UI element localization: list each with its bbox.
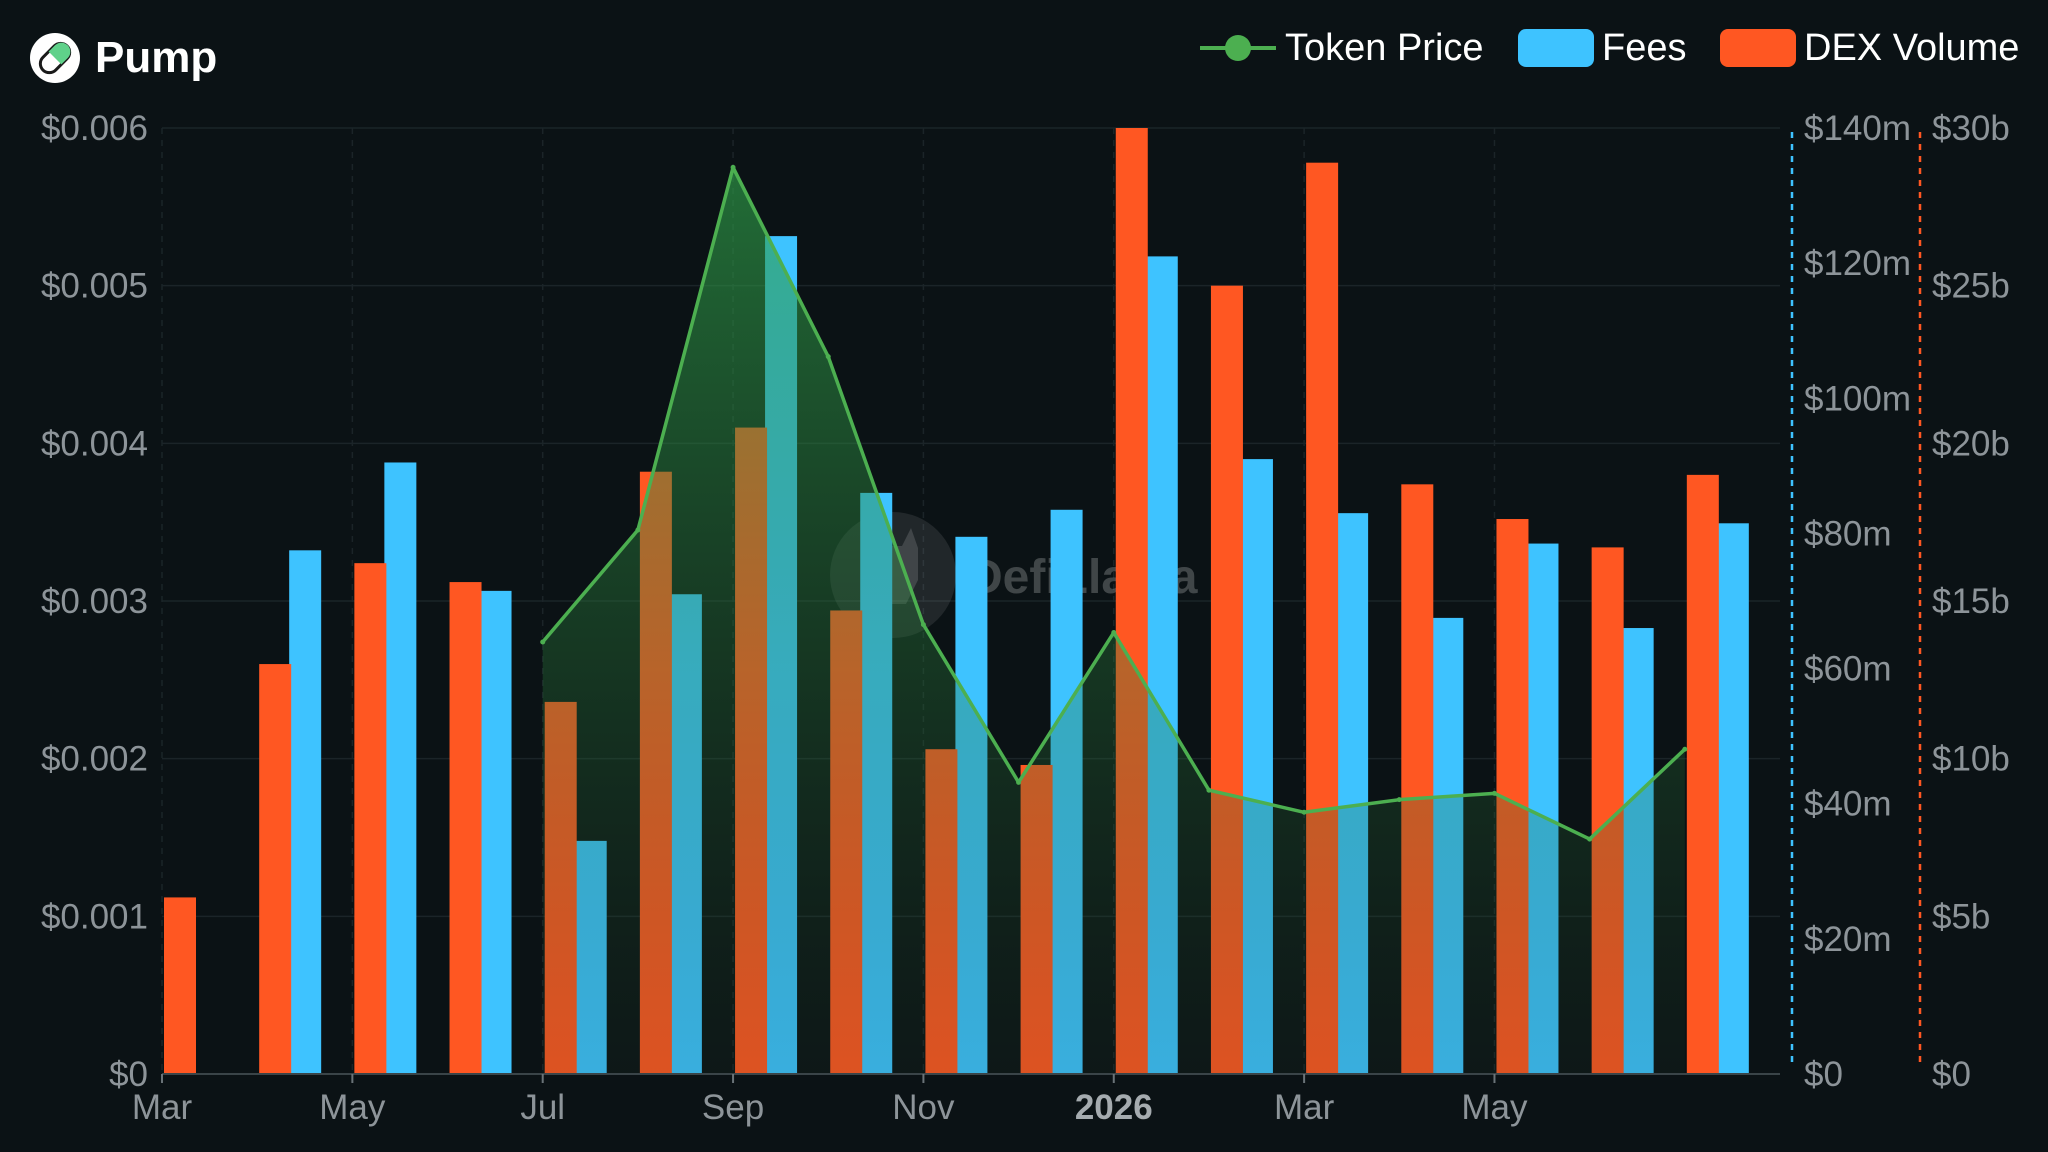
x-tick-label: May: [1461, 1088, 1528, 1127]
volume-axis-label: $10b: [1932, 740, 2010, 779]
volume-axis-label: $5b: [1932, 897, 1990, 936]
fees-bar: [384, 462, 417, 1074]
token-price-point: [1587, 836, 1593, 842]
volume-axis-label: $25b: [1932, 267, 2010, 306]
legend-box-swatch: [1720, 29, 1796, 67]
token-price-point: [1301, 809, 1307, 815]
price-axis-label: $0.006: [41, 109, 148, 148]
x-tick-label: 2026: [1075, 1088, 1153, 1127]
fees-axis-label: $60m: [1804, 650, 1892, 689]
x-tick-label: Mar: [1274, 1088, 1335, 1127]
legend: Token Price Fees DEX Volume: [1200, 27, 2019, 69]
legend-label-fees: Fees: [1602, 27, 1686, 69]
dex-volume-bar: [354, 563, 387, 1074]
fees-bar: [479, 590, 512, 1074]
token-price-point: [1206, 787, 1212, 793]
token-price-point: [1016, 779, 1022, 785]
axes-layer: Mar May Jul Sep Nov 2026 Mar May $0 $0.001 $0.002 $…: [41, 109, 2010, 1127]
fees-axis-label: $140m: [1804, 109, 1911, 148]
x-tick-label: Nov: [892, 1088, 955, 1127]
fees-axis-label: $20m: [1804, 920, 1892, 959]
legend-label-dex-volume: DEX Volume: [1804, 27, 2019, 69]
price-axis-label: $0: [109, 1055, 148, 1094]
token-price-point: [730, 164, 736, 170]
x-tick-label: Mar: [132, 1088, 193, 1127]
volume-axis-label: $0: [1932, 1055, 1971, 1094]
pump-logo-icon: [30, 33, 80, 83]
price-layer: [540, 164, 1688, 1074]
token-price-point: [1491, 790, 1497, 796]
volume-axis-label: $20b: [1932, 424, 2010, 463]
volume-axis-label: $15b: [1932, 582, 2010, 621]
legend-box-swatch: [1518, 29, 1594, 67]
x-tick-label: Jul: [520, 1088, 565, 1127]
fees-bar: [289, 550, 322, 1074]
token-price-point: [825, 354, 831, 360]
fees-axis-label: $80m: [1804, 514, 1892, 553]
header: Pump: [30, 33, 217, 83]
legend-label-token-price: Token Price: [1285, 27, 1484, 69]
x-tick-label: May: [319, 1088, 386, 1127]
token-price-point: [1111, 630, 1117, 636]
token-price-point: [635, 527, 641, 533]
fees-axis-label: $40m: [1804, 785, 1892, 824]
fees-axis-label: $0: [1804, 1055, 1843, 1094]
page-title: Pump: [95, 33, 217, 82]
dex-volume-bar: [1686, 474, 1719, 1074]
dex-volume-bar: [259, 664, 292, 1074]
legend-item-token-price[interactable]: Token Price: [1200, 27, 1484, 69]
fees-axis-label: $100m: [1804, 379, 1911, 418]
fees-bar: [1716, 523, 1749, 1074]
volume-axis-label: $30b: [1932, 109, 2010, 148]
token-price-point: [540, 639, 546, 645]
token-price-point: [920, 622, 926, 628]
token-price-area: [542, 167, 1685, 1074]
dex-volume-bar: [449, 582, 482, 1074]
price-axis-label: $0.003: [41, 582, 148, 621]
price-axis-label: $0.001: [41, 897, 148, 936]
legend-dot-swatch: [1225, 35, 1251, 61]
legend-item-fees[interactable]: Fees: [1518, 27, 1686, 69]
price-axis-label: $0.004: [41, 424, 148, 463]
fees-axis-label: $120m: [1804, 244, 1911, 283]
token-price-point: [1396, 797, 1402, 803]
price-axis-label: $0.002: [41, 740, 148, 779]
token-price-point: [1682, 746, 1688, 752]
dex-volume-bar: [164, 897, 196, 1074]
legend-item-dex-volume[interactable]: DEX Volume: [1720, 27, 2019, 69]
x-tick-label: Sep: [702, 1088, 764, 1127]
price-axis-label: $0.005: [41, 267, 148, 306]
